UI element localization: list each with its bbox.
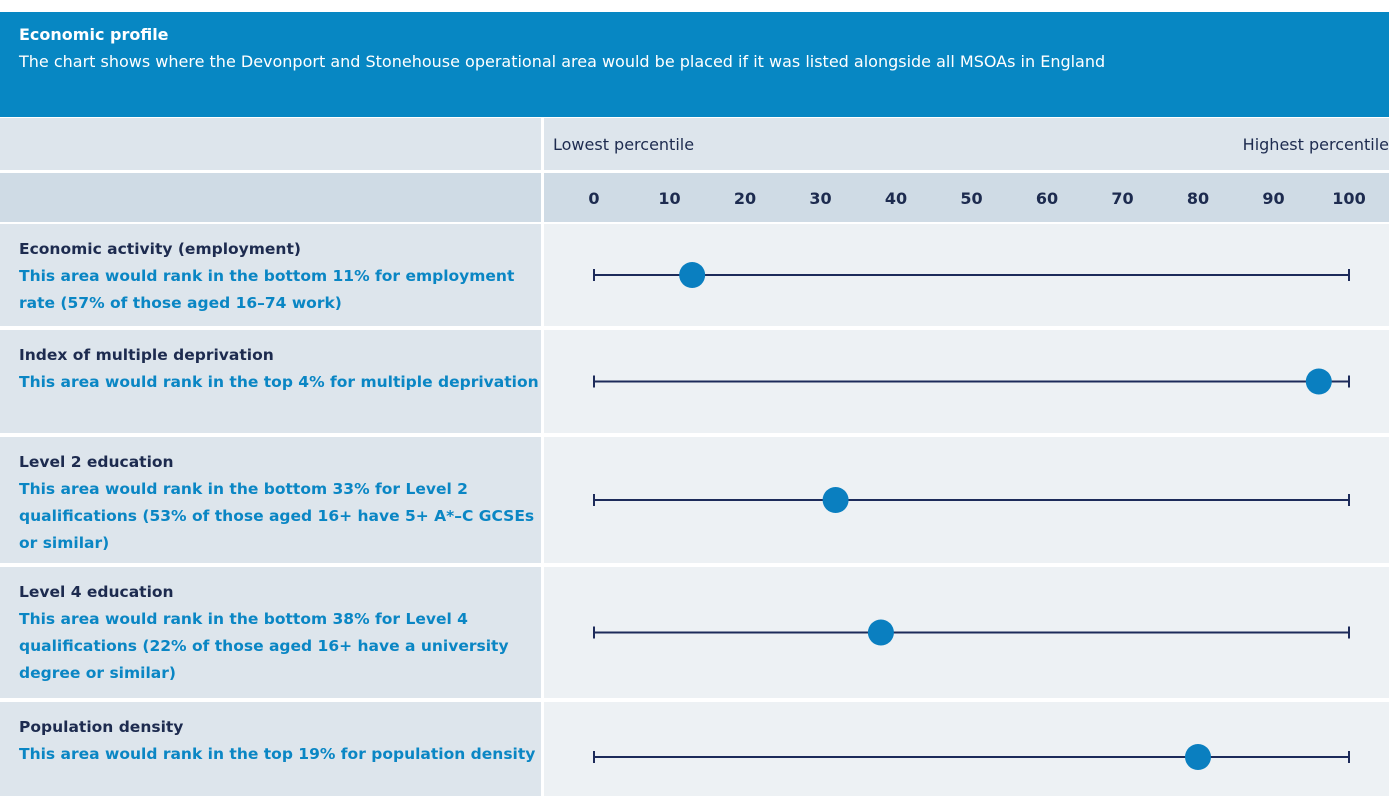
row-description: This area would rank in the bottom 38% f… <box>19 610 509 682</box>
low-label: Lowest percentile <box>553 135 694 154</box>
dot <box>867 619 894 646</box>
dot <box>679 262 706 288</box>
row-description: This area would rank in the bottom 33% f… <box>19 480 535 552</box>
dot <box>1305 368 1332 395</box>
header-cell <box>0 173 541 222</box>
row-title: Level 2 education <box>19 453 174 471</box>
high-label: Highest percentile <box>1243 135 1389 154</box>
x-tick-label: 10 <box>658 189 680 208</box>
chart-subtitle: The chart shows where the Devonport and … <box>19 52 1106 71</box>
row-description: This area would rank in the top 4% for m… <box>19 373 539 391</box>
row-title: Population density <box>19 718 184 736</box>
row-description: This area would rank in the top 19% for … <box>19 745 536 763</box>
row-title: Economic activity (employment) <box>19 240 301 258</box>
row-label-cell: Level 4 education This area would rank in… <box>0 567 541 698</box>
chart-title: Economic profile <box>19 25 169 44</box>
row-label-cell: Economic activity (employment) This area … <box>0 224 541 326</box>
x-tick-label: 100 <box>1332 189 1365 208</box>
row-description: This area would rank in the bottom 11% f… <box>19 267 515 312</box>
x-tick-label: 30 <box>809 189 831 208</box>
dot <box>1185 744 1211 770</box>
row-label-cell: Index of multiple deprivation This area w… <box>0 330 541 433</box>
dot <box>822 487 849 513</box>
row-chart-cell <box>544 702 1389 796</box>
x-tick-label: 90 <box>1262 189 1284 208</box>
x-tick-label: 60 <box>1036 189 1058 208</box>
header: Economic profile The chart shows where t… <box>0 12 1389 117</box>
x-tick-label: 50 <box>960 189 982 208</box>
header-cell <box>0 118 541 170</box>
tick-cell <box>544 173 1389 222</box>
x-tick-label: 40 <box>885 189 907 208</box>
x-tick-label: 20 <box>734 189 756 208</box>
row-title: Level 4 education <box>19 583 174 601</box>
row-label-cell: Level 2 education This area would rank in… <box>0 437 541 563</box>
label-cell <box>544 118 1389 170</box>
row-title: Index of multiple deprivation <box>19 346 274 364</box>
x-tick-label: 0 <box>588 189 599 208</box>
x-tick-label: 80 <box>1187 189 1209 208</box>
x-tick-label: 70 <box>1111 189 1133 208</box>
row-label-cell: Population density This area would rank i… <box>0 702 541 796</box>
